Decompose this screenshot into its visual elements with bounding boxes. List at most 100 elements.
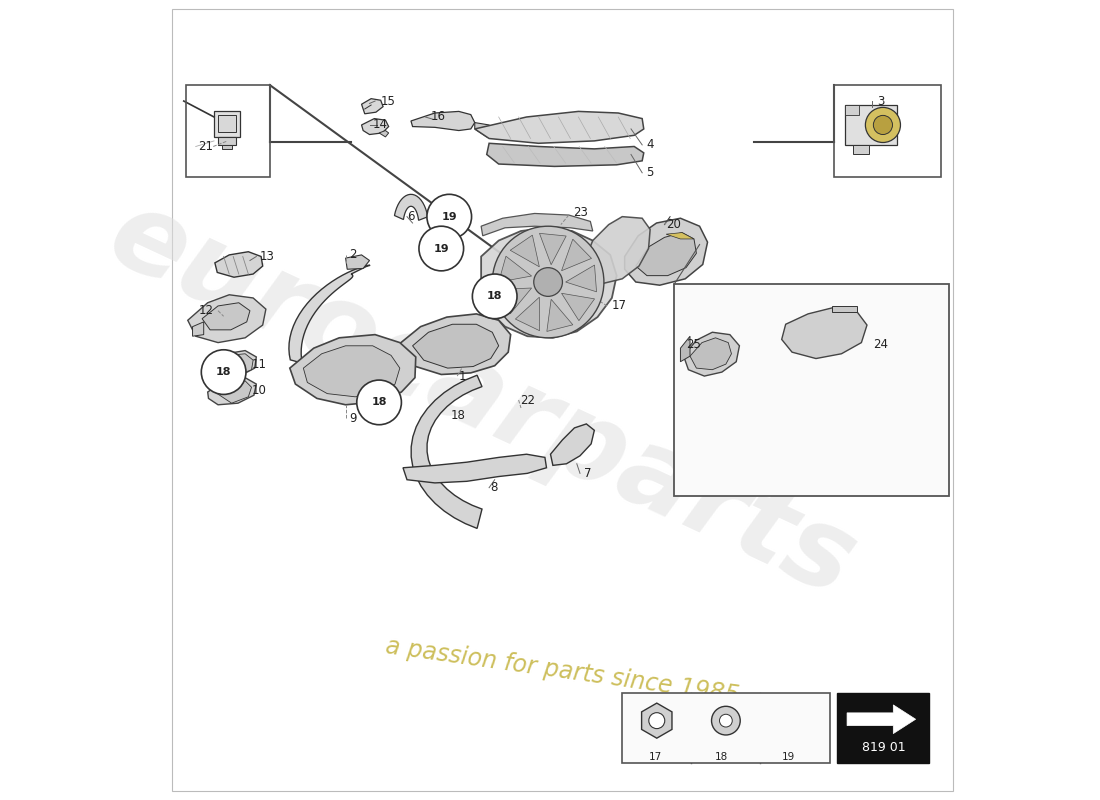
Polygon shape (192, 322, 204, 336)
Polygon shape (218, 137, 235, 145)
Polygon shape (667, 233, 694, 239)
Circle shape (493, 226, 604, 338)
Text: 18: 18 (451, 410, 465, 422)
Text: 19: 19 (441, 212, 458, 222)
Text: 7: 7 (584, 467, 592, 480)
Text: 20: 20 (667, 218, 681, 231)
Text: 18: 18 (715, 752, 728, 762)
Polygon shape (486, 143, 644, 166)
Text: 23: 23 (573, 206, 587, 219)
Circle shape (719, 714, 733, 727)
Text: 17: 17 (612, 299, 627, 313)
Polygon shape (208, 378, 256, 405)
Text: 10: 10 (252, 384, 266, 397)
Text: 5: 5 (646, 166, 653, 179)
Text: 6: 6 (407, 210, 415, 223)
Polygon shape (539, 234, 566, 265)
Text: 11: 11 (252, 358, 266, 370)
Text: 2: 2 (349, 249, 356, 262)
Polygon shape (412, 324, 498, 368)
Polygon shape (585, 217, 650, 284)
Polygon shape (846, 105, 898, 145)
Polygon shape (214, 252, 263, 278)
Polygon shape (362, 98, 383, 114)
Polygon shape (345, 255, 370, 270)
Polygon shape (379, 130, 388, 137)
Circle shape (472, 274, 517, 318)
Polygon shape (475, 122, 494, 137)
Polygon shape (481, 214, 593, 236)
Circle shape (649, 713, 664, 729)
Polygon shape (289, 334, 416, 405)
Circle shape (712, 706, 740, 735)
Circle shape (419, 226, 463, 271)
Polygon shape (681, 336, 690, 362)
Polygon shape (561, 239, 592, 270)
Text: 22: 22 (520, 394, 536, 406)
FancyBboxPatch shape (623, 693, 829, 762)
Polygon shape (498, 256, 531, 282)
Polygon shape (216, 354, 253, 376)
Text: a passion for parts since 1985: a passion for parts since 1985 (384, 634, 740, 708)
Circle shape (866, 107, 901, 142)
Text: eurocarparts: eurocarparts (94, 181, 872, 619)
Polygon shape (362, 118, 388, 134)
Polygon shape (683, 332, 739, 376)
Polygon shape (214, 111, 240, 137)
Polygon shape (411, 375, 482, 529)
Text: 19: 19 (781, 752, 794, 762)
Text: 16: 16 (431, 110, 446, 123)
Polygon shape (510, 235, 539, 267)
Text: 18: 18 (487, 291, 503, 302)
Circle shape (534, 268, 562, 296)
Polygon shape (561, 294, 595, 321)
Polygon shape (218, 115, 235, 132)
Polygon shape (188, 294, 266, 342)
Polygon shape (222, 145, 232, 149)
Circle shape (873, 115, 892, 134)
Polygon shape (547, 299, 573, 331)
Text: 9: 9 (350, 412, 358, 425)
Text: 8: 8 (491, 481, 498, 494)
Polygon shape (832, 306, 857, 312)
Polygon shape (782, 307, 867, 358)
Text: 1: 1 (459, 370, 466, 382)
Text: 819 01: 819 01 (861, 741, 905, 754)
Polygon shape (846, 105, 859, 114)
Circle shape (427, 194, 472, 239)
Circle shape (356, 380, 402, 425)
Polygon shape (690, 338, 732, 370)
Polygon shape (854, 145, 869, 154)
Text: 18: 18 (216, 367, 231, 377)
Polygon shape (625, 218, 707, 286)
Polygon shape (395, 194, 428, 220)
Text: 21: 21 (198, 140, 213, 153)
Polygon shape (847, 705, 915, 734)
FancyBboxPatch shape (674, 285, 949, 496)
Text: 17: 17 (649, 752, 662, 762)
Text: 13: 13 (260, 250, 274, 263)
Text: 12: 12 (198, 304, 213, 318)
Text: 4: 4 (646, 138, 653, 151)
Text: 19: 19 (433, 243, 449, 254)
Polygon shape (516, 298, 540, 330)
Text: 25: 25 (686, 338, 701, 350)
Polygon shape (403, 454, 547, 483)
Polygon shape (202, 302, 250, 330)
Circle shape (201, 350, 246, 394)
Text: 18: 18 (372, 398, 387, 407)
Polygon shape (399, 314, 510, 374)
FancyBboxPatch shape (837, 693, 930, 762)
Polygon shape (214, 381, 252, 403)
Text: 3: 3 (878, 94, 884, 107)
Polygon shape (475, 111, 644, 143)
Polygon shape (550, 424, 594, 466)
Polygon shape (210, 350, 256, 378)
Polygon shape (481, 228, 617, 338)
Text: 24: 24 (873, 338, 889, 350)
Polygon shape (641, 703, 672, 738)
Text: 14: 14 (373, 118, 387, 131)
Polygon shape (411, 111, 475, 130)
Polygon shape (304, 346, 399, 397)
Polygon shape (499, 288, 531, 314)
